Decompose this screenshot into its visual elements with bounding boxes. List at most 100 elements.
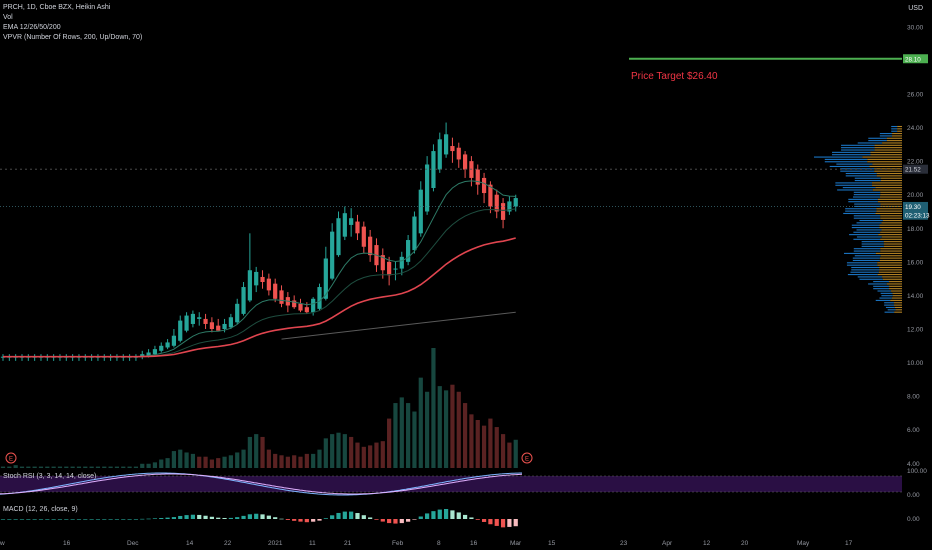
vpvr-up-row — [854, 177, 881, 179]
vpvr-up-row — [845, 172, 877, 175]
vpvr-up-row — [857, 276, 883, 278]
candle-body — [380, 255, 385, 271]
macd-histogram-bar — [450, 510, 455, 519]
macd-histogram-bar — [374, 519, 379, 520]
macd-histogram-bar — [102, 519, 107, 520]
indicator-ema[interactable]: EMA 12/26/50/200 — [3, 24, 61, 31]
macd-histogram-bar — [121, 519, 126, 520]
volume-bar — [279, 455, 284, 468]
vpvr-up-row — [848, 198, 878, 200]
macd-histogram-bar — [380, 519, 385, 522]
volume-bar — [304, 453, 309, 468]
vpvr-up-row — [853, 250, 881, 252]
volume-bar — [209, 459, 214, 468]
volume-bar — [184, 452, 189, 468]
vpvr-up-row — [853, 194, 881, 196]
candle-body — [393, 268, 398, 270]
candle-body — [342, 213, 347, 237]
macd-histogram-bar — [292, 519, 297, 521]
vpvr-up-row — [856, 222, 882, 224]
candle-body — [140, 354, 145, 357]
volume-bar — [323, 438, 328, 468]
volume-bar — [114, 466, 120, 468]
macd-histogram-bar — [38, 519, 44, 520]
candle-body — [507, 201, 512, 212]
vpvr-down-row — [880, 180, 902, 182]
vpvr-down-row — [890, 299, 902, 301]
volume-bar — [254, 434, 259, 468]
vpvr-up-row — [814, 156, 863, 158]
vpvr-down-row — [892, 135, 902, 137]
volume-bar — [197, 456, 202, 468]
macd-histogram-bar — [304, 519, 309, 523]
macd-histogram-bar — [481, 519, 487, 522]
volume-bar — [45, 466, 50, 468]
volume-bar — [51, 466, 56, 468]
candle-body — [209, 322, 214, 329]
vpvr-up-row — [841, 147, 875, 149]
vpvr-down-row — [882, 219, 902, 222]
price-axis[interactable]: 30.0028.0026.0024.0022.0020.0018.0016.00… — [903, 24, 930, 523]
volume-bar — [437, 386, 442, 468]
chart-legend: PRCH, 1D, Cboe BZX, Heikin Ashi Vol EMA … — [3, 3, 142, 43]
vpvr-down-row — [894, 306, 902, 309]
macd-histogram-bar — [368, 517, 373, 519]
macd-histogram-bar — [83, 519, 88, 520]
price-target-text: Price Target $26.40 — [631, 71, 718, 82]
time-axis[interactable]: w 16 Dec 14 22 2021 11 21 Feb 8 16 Mar 15 23 Apr 12 20 Ma… — [0, 540, 853, 547]
volume-bar — [216, 458, 221, 468]
vpvr-down-row — [875, 252, 902, 254]
vpvr-down-row — [889, 288, 902, 290]
macd-histogram-bar — [57, 519, 63, 520]
vpvr-down-row — [877, 262, 902, 264]
macd-histogram-bar — [323, 518, 328, 519]
stoch-rsi-pane — [0, 472, 902, 496]
symbol-title[interactable]: PRCH, 1D, Cboe BZX, Heikin Ashi — [3, 4, 111, 11]
macd-histogram-bar — [95, 519, 101, 520]
vpvr-down-row — [880, 203, 902, 205]
macd-histogram-bar — [456, 512, 461, 519]
vpvr-down-row — [876, 208, 902, 210]
volume-bar — [26, 466, 31, 468]
volume-bar — [418, 377, 423, 468]
vpvr-up-row — [853, 231, 881, 233]
earnings-letter: E — [525, 457, 529, 463]
volume-bar — [399, 397, 404, 468]
vpvr-up-row — [853, 217, 881, 219]
candle-body — [197, 317, 202, 319]
candle-body — [317, 287, 322, 309]
vpvr-down-row — [870, 151, 902, 153]
indicator-vol[interactable]: Vol — [3, 14, 13, 21]
candle-body — [444, 134, 449, 155]
volume-bar — [222, 456, 227, 468]
vpvr-down-row — [880, 238, 902, 240]
x-tick-label: 15 — [548, 540, 556, 547]
price-tag — [903, 164, 928, 174]
stoch-rsi-label[interactable]: Stoch RSI (3, 3, 14, 14, close) — [3, 473, 97, 480]
vpvr-down-row — [880, 177, 902, 179]
macd-histogram-bar — [7, 519, 12, 520]
volume-bar — [127, 466, 132, 468]
vpvr-down-row — [872, 189, 902, 191]
vpvr-up-row — [884, 304, 894, 306]
macd-histogram-bar — [507, 519, 512, 527]
vpvr-up-row — [835, 184, 873, 186]
vpvr-up-row — [853, 215, 881, 217]
vpvr-down-row — [883, 243, 902, 245]
vpvr-down-row — [881, 236, 902, 238]
vpvr-up-row — [849, 234, 879, 236]
indicator-vpvr[interactable]: VPVR (Number Of Rows, 200, Up/Down, 70) — [3, 34, 143, 41]
vpvr-up-row — [846, 262, 878, 264]
volume-bar — [285, 456, 290, 468]
vpvr-up-row — [885, 306, 895, 309]
candle-body — [235, 303, 240, 323]
vpvr-up-row — [853, 196, 880, 198]
candle-body — [349, 218, 354, 225]
macd-label[interactable]: MACD (12, 26, close, 9) — [3, 506, 78, 513]
macd-histogram-bar — [399, 519, 404, 524]
candle-body — [500, 203, 506, 220]
macd-histogram-bar — [235, 517, 240, 519]
vpvr-down-row — [889, 281, 902, 283]
vpvr-down-row — [879, 259, 902, 262]
